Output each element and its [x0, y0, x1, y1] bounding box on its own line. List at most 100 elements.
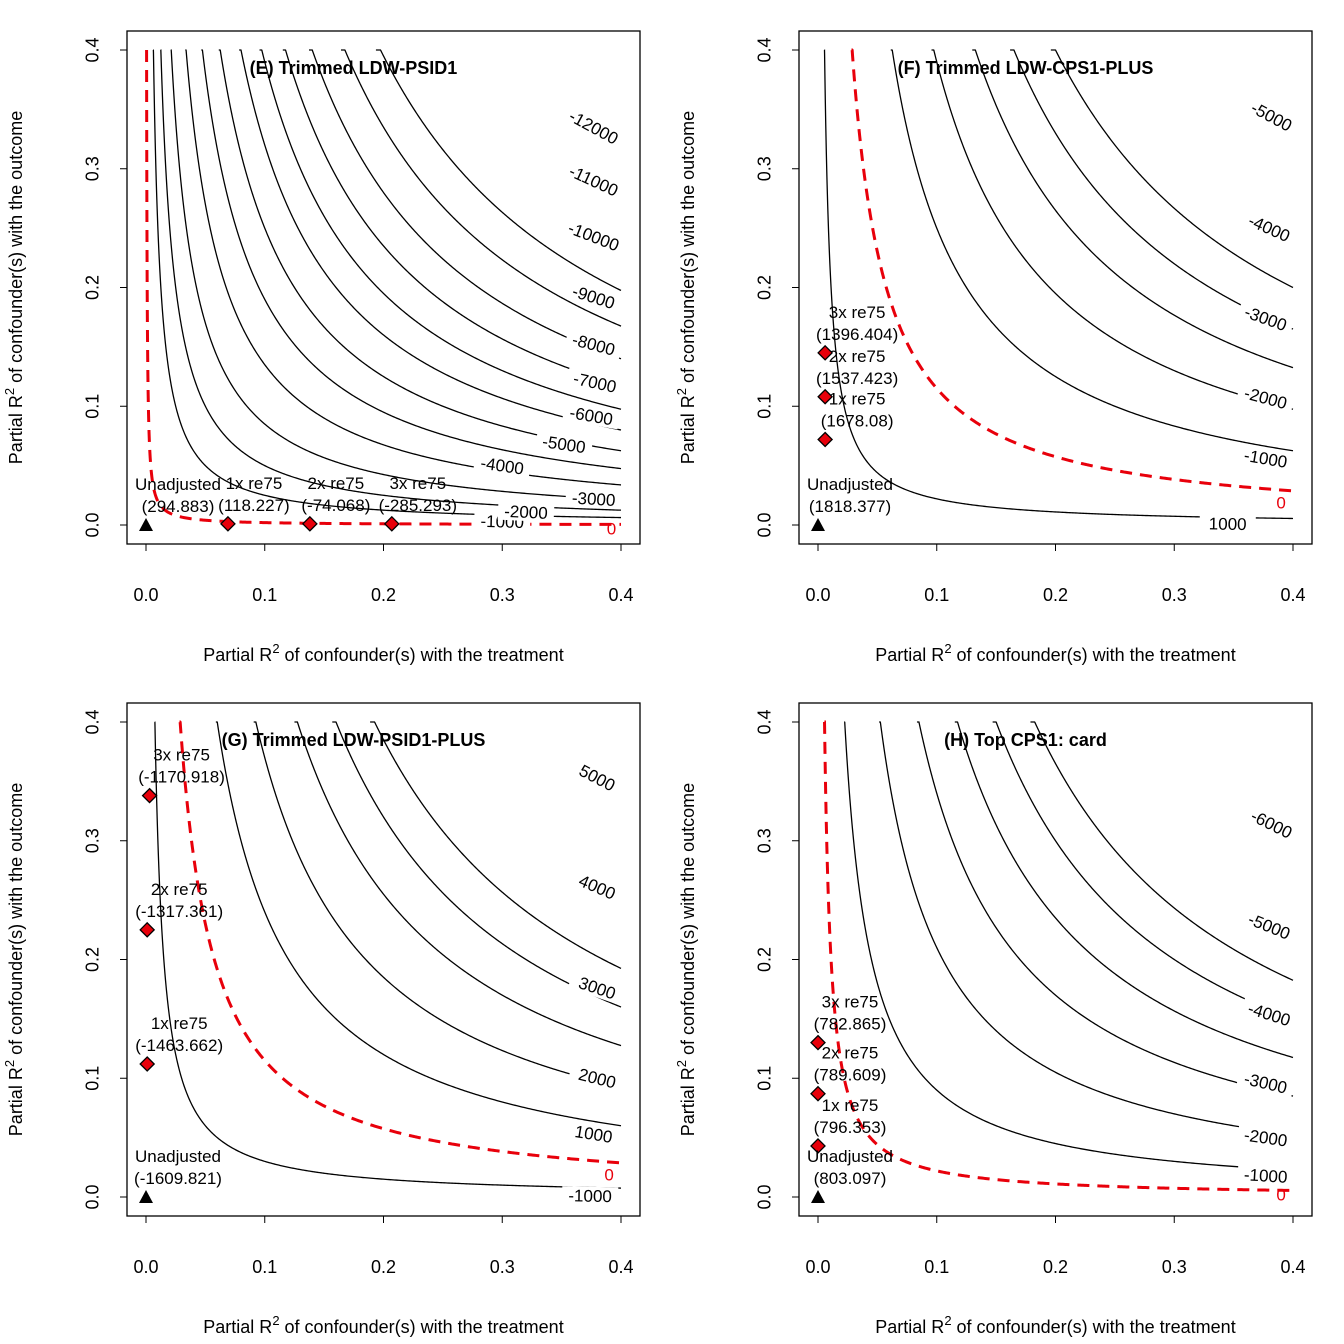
- bound-label: 1x re75: [822, 1096, 879, 1115]
- x-tick-label: 0.3: [1162, 585, 1187, 605]
- y-tick-label: 0.2: [754, 947, 774, 972]
- zero-contour-line: [850, 48, 1294, 493]
- zero-contour-line: [823, 720, 1294, 1192]
- bound-value: (1537.423): [816, 369, 898, 388]
- contour-line: [239, 49, 622, 431]
- contour-line: [879, 721, 1294, 1136]
- contour-line: [916, 721, 1294, 1097]
- x-tick-label: 0.0: [805, 585, 830, 605]
- bound-value: (-285.293): [379, 496, 457, 515]
- contour-label: 3000: [576, 973, 618, 1003]
- contour-label: -1000: [1243, 1165, 1288, 1187]
- unadjusted-value: (-1609.821): [134, 1169, 222, 1188]
- contour-label: 1000: [1209, 514, 1247, 534]
- bound-value: (118.227): [218, 496, 290, 515]
- zero-contour-label: 0: [604, 1165, 613, 1184]
- y-axis-title: Partial R2 of confounder(s) with the out…: [674, 111, 698, 464]
- bound-label: 2x re75: [308, 474, 365, 493]
- contour-line: [972, 49, 1294, 369]
- y-tick-label: 0.3: [754, 156, 774, 181]
- y-tick-label: 0.0: [754, 1184, 774, 1209]
- panel-title: (E) Trimmed LDW-PSID1: [250, 58, 458, 78]
- unadjusted-label: Unadjusted: [135, 1147, 221, 1166]
- contour-label: -10000: [565, 219, 621, 256]
- zero-contour-label: 0: [1276, 493, 1285, 512]
- bound-marker: [220, 515, 236, 532]
- contour-line: [823, 49, 1294, 520]
- y-axis-title: Partial R2 of confounder(s) with the out…: [2, 783, 26, 1136]
- y-tick-label: 0.3: [754, 828, 774, 853]
- plot-frame: [798, 30, 1313, 545]
- contour-label: -8000: [570, 330, 617, 360]
- y-tick-label: 0.2: [82, 947, 102, 972]
- contour-line: [890, 49, 1294, 452]
- panel-title: (F) Trimmed LDW-CPS1-PLUS: [898, 58, 1154, 78]
- y-axis: 0.0 0.1 0.2 0.3 0.4: [754, 709, 799, 1210]
- y-tick-label: 0.1: [82, 1066, 102, 1091]
- panel-3: 0.0 0.1 0.2 0.3 0.4 0.0 0.1 0.2 0.3 0.4 Partial R2…: [2, 702, 641, 1337]
- x-axis: 0.0 0.1 0.2 0.3 0.4: [133, 544, 634, 605]
- contour-line: [992, 721, 1294, 1020]
- plot-frame: [126, 30, 641, 545]
- contour-line: [375, 49, 622, 292]
- bound-marker: [141, 787, 158, 804]
- x-tick-label: 0.0: [133, 585, 158, 605]
- bound-label: 3x re75: [829, 303, 886, 322]
- contour-label: -6000: [1248, 806, 1295, 842]
- bound-value: (789.609): [814, 1066, 887, 1085]
- bound-marker: [301, 515, 318, 532]
- y-tick-label: 0.3: [82, 828, 102, 853]
- x-tick-label: 0.1: [924, 585, 949, 605]
- panel-1: 0.0 0.1 0.2 0.3 0.4 0.0 0.1 0.2 0.3 0.4 Partial R2…: [2, 30, 641, 665]
- bound-value: (1678.08): [821, 412, 894, 431]
- x-axis: 0.0 0.1 0.2 0.3 0.4: [805, 1216, 1306, 1277]
- contour-line: [215, 721, 622, 1127]
- x-axis-title: Partial R2 of confounder(s) with the tre…: [875, 641, 1235, 665]
- unadjusted-label: Unadjusted: [807, 475, 893, 494]
- unadjusted-label: Unadjusted: [807, 1147, 893, 1166]
- x-tick-label: 0.2: [1043, 1257, 1068, 1277]
- bound-value: (782.865): [814, 1015, 887, 1034]
- bound-marker: [817, 388, 834, 405]
- unadjusted-marker: [139, 518, 153, 531]
- x-tick-label: 0.0: [133, 1257, 158, 1277]
- contour-label: -1000: [1243, 446, 1289, 472]
- bound-label: 2x re75: [822, 1044, 879, 1063]
- unadjusted-value: (294.883): [142, 497, 215, 516]
- contour-label: -5000: [1245, 910, 1292, 944]
- contour-label: -3000: [1242, 302, 1289, 335]
- panel-title: (G) Trimmed LDW-PSID1-PLUS: [222, 730, 486, 750]
- y-tick-label: 0.4: [82, 709, 102, 734]
- contour-label: 1000: [573, 1122, 613, 1147]
- x-tick-label: 0.4: [608, 585, 633, 605]
- x-tick-label: 0.4: [1280, 1257, 1305, 1277]
- contour-line: [1010, 49, 1294, 330]
- bound-label: 3x re75: [822, 993, 879, 1012]
- y-tick-label: 0.0: [82, 512, 102, 537]
- unadjusted-label: Unadjusted: [135, 475, 221, 494]
- bound-marker: [383, 515, 400, 532]
- x-tick-label: 0.3: [490, 1257, 515, 1277]
- bound-marker: [817, 431, 834, 448]
- x-tick-label: 0.1: [924, 1257, 949, 1277]
- contour-label: -5000: [541, 432, 587, 457]
- y-tick-label: 0.3: [82, 156, 102, 181]
- bound-value: (796.353): [814, 1118, 887, 1137]
- x-axis-title: Partial R2 of confounder(s) with the tre…: [203, 641, 563, 665]
- contour-label: -6000: [568, 403, 614, 429]
- contour-line: [294, 721, 622, 1047]
- bound-marker: [810, 1138, 826, 1154]
- bound-label: 2x re75: [829, 347, 886, 366]
- unadjusted-marker: [811, 518, 825, 531]
- y-tick-label: 0.2: [82, 275, 102, 300]
- x-tick-label: 0.4: [1280, 585, 1305, 605]
- contour-line: [308, 49, 622, 360]
- contour-label: -2000: [1243, 1126, 1289, 1151]
- x-axis-title: Partial R2 of confounder(s) with the tre…: [203, 1313, 563, 1337]
- contour-label: 4000: [576, 871, 618, 903]
- bound-marker: [810, 1034, 826, 1051]
- x-tick-label: 0.1: [252, 585, 277, 605]
- contour-line: [332, 721, 622, 1008]
- y-tick-label: 0.1: [754, 394, 774, 419]
